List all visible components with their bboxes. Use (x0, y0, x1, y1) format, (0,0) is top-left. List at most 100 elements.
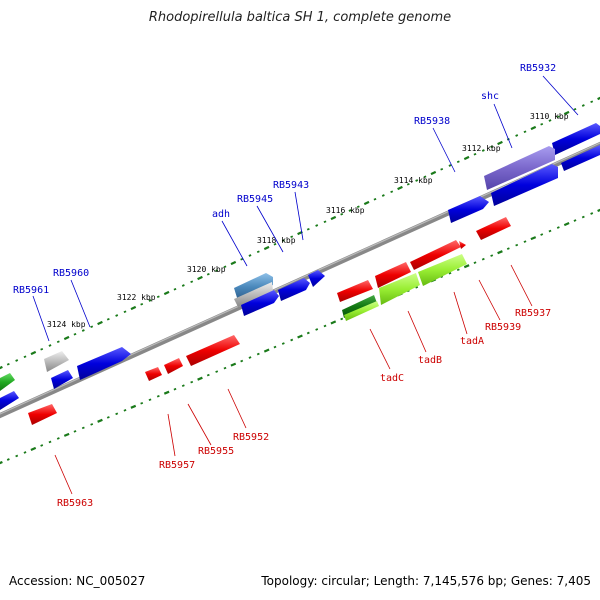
ruler-tick (97, 418, 103, 423)
gene-RB5939[interactable] (410, 240, 461, 270)
ruler-tick (423, 175, 427, 179)
ruler-tick (463, 155, 470, 161)
ruler-tick (473, 261, 477, 265)
gene-label-reverse[interactable]: tadC (380, 373, 404, 384)
gene-label-forward[interactable]: adh (212, 209, 230, 220)
ruler-tick (206, 373, 210, 377)
gene-tadB[interactable] (379, 273, 420, 305)
ruler-tick (456, 268, 460, 272)
gene-label-forward[interactable]: RB5938 (414, 116, 450, 127)
ruler-tick (581, 104, 585, 107)
ruler-tick (315, 328, 319, 331)
gene-label-reverse[interactable]: tadA (460, 336, 484, 347)
ruler-tick (563, 221, 570, 227)
gene-edge-blue[interactable] (0, 391, 19, 410)
ruler-tick (248, 356, 252, 359)
ruler-tick (315, 224, 319, 227)
gene-RB5957[interactable] (145, 367, 162, 381)
gene-RB5932-b[interactable] (561, 145, 600, 171)
ruler-tick (56, 437, 60, 440)
ruler-tick (356, 205, 360, 209)
ruler-tick (556, 226, 560, 229)
gene-label-reverse[interactable]: RB5963 (57, 498, 93, 509)
ruler-tick (6, 458, 10, 461)
ruler-tick (63, 335, 70, 341)
ruler-tick (30, 350, 37, 356)
gene-RB5938-b[interactable] (448, 196, 489, 223)
gene-tadC-b[interactable] (344, 301, 379, 321)
ruler-tick (281, 239, 285, 242)
gene-label-forward[interactable]: RB5960 (53, 268, 89, 279)
ruler-tick (123, 310, 127, 314)
ruler-tick (230, 260, 237, 266)
gene-adh-c[interactable] (241, 290, 279, 316)
gene-RB5943[interactable] (308, 270, 325, 287)
ruler-tick (440, 275, 444, 279)
gene-label-forward[interactable]: shc (481, 91, 499, 102)
gene-RB5961[interactable] (44, 351, 69, 372)
ruler-tick (173, 287, 177, 291)
gene-edge-green[interactable] (0, 373, 15, 391)
gene-RB5955[interactable] (164, 358, 183, 374)
ruler-tick (306, 227, 310, 231)
gene-RB5939-tip[interactable] (459, 241, 466, 249)
scale-labels: 3110 kbp 3112 kbp 3114 kbp 3116 kbp 3118… (47, 112, 569, 329)
chart-title: Rhodopirellula baltica SH 1, complete ge… (148, 10, 452, 25)
ruler-tick (197, 376, 203, 381)
ruler-tick (330, 320, 337, 325)
ruler-tick (340, 317, 344, 321)
ruler-tick (56, 340, 60, 344)
gene-label-forward[interactable]: RB5932 (520, 63, 556, 74)
gene-label-reverse[interactable]: RB5957 (159, 460, 195, 471)
ruler-tick (90, 423, 94, 426)
ruler-tick (290, 338, 294, 342)
ruler-tick (215, 269, 219, 272)
gene-label-forward[interactable]: RB5961 (13, 285, 49, 296)
ruler-tick (30, 446, 37, 452)
gene-tadC-red[interactable] (337, 280, 373, 302)
gene-adh-b[interactable] (234, 282, 273, 307)
ruler-tick (540, 233, 544, 236)
ruler-tick (590, 212, 594, 215)
gene-RB5932[interactable] (552, 123, 600, 155)
ruler-tick (581, 215, 585, 219)
ruler-tick (190, 280, 194, 284)
scale-label: 3116 kbp (326, 206, 365, 215)
gene-RB5938[interactable] (491, 164, 558, 206)
ruler-tick (15, 359, 19, 362)
ruler-tick (0, 365, 3, 370)
gene-tadB-red[interactable] (375, 262, 411, 288)
gene-RB5937[interactable] (476, 217, 511, 240)
ruler-tick (181, 284, 185, 287)
ruler-tick (497, 140, 503, 146)
gene-shc[interactable] (484, 146, 555, 190)
gene-RB5945[interactable] (278, 278, 310, 301)
gene-label-reverse[interactable]: tadB (418, 355, 442, 366)
ruler-tick (230, 362, 237, 367)
ruler-tick (323, 324, 327, 328)
ruler-tick (497, 250, 503, 255)
gene-RB5952[interactable] (186, 335, 240, 366)
gene-label-reverse[interactable]: RB5952 (233, 432, 269, 443)
scale-label: 3114 kbp (394, 176, 433, 185)
ruler-tick (15, 454, 19, 458)
ruler-tick (106, 317, 110, 321)
scale-label: 3124 kbp (47, 320, 86, 329)
gene-label-reverse[interactable]: RB5937 (515, 308, 551, 319)
gene-label-reverse[interactable]: RB5939 (485, 322, 521, 333)
gene-label-forward[interactable]: RB5945 (237, 194, 273, 205)
ruler-tick (573, 219, 577, 222)
gene-adh[interactable] (234, 273, 273, 301)
gene-RB5960[interactable] (77, 347, 131, 380)
ruler-tick (106, 416, 110, 419)
gene-tadA[interactable] (418, 254, 467, 286)
gene-RB5961-b[interactable] (51, 370, 73, 389)
gene-label-reverse[interactable]: RB5955 (198, 446, 234, 457)
ruler-tick (590, 100, 594, 104)
gene-RB5963[interactable] (28, 404, 57, 425)
ruler-tick (348, 209, 352, 212)
ruler-tick (140, 302, 144, 306)
gene-label-forward[interactable]: RB5943 (273, 180, 309, 191)
ruler-tick (40, 347, 44, 351)
ruler-tick (556, 115, 560, 119)
